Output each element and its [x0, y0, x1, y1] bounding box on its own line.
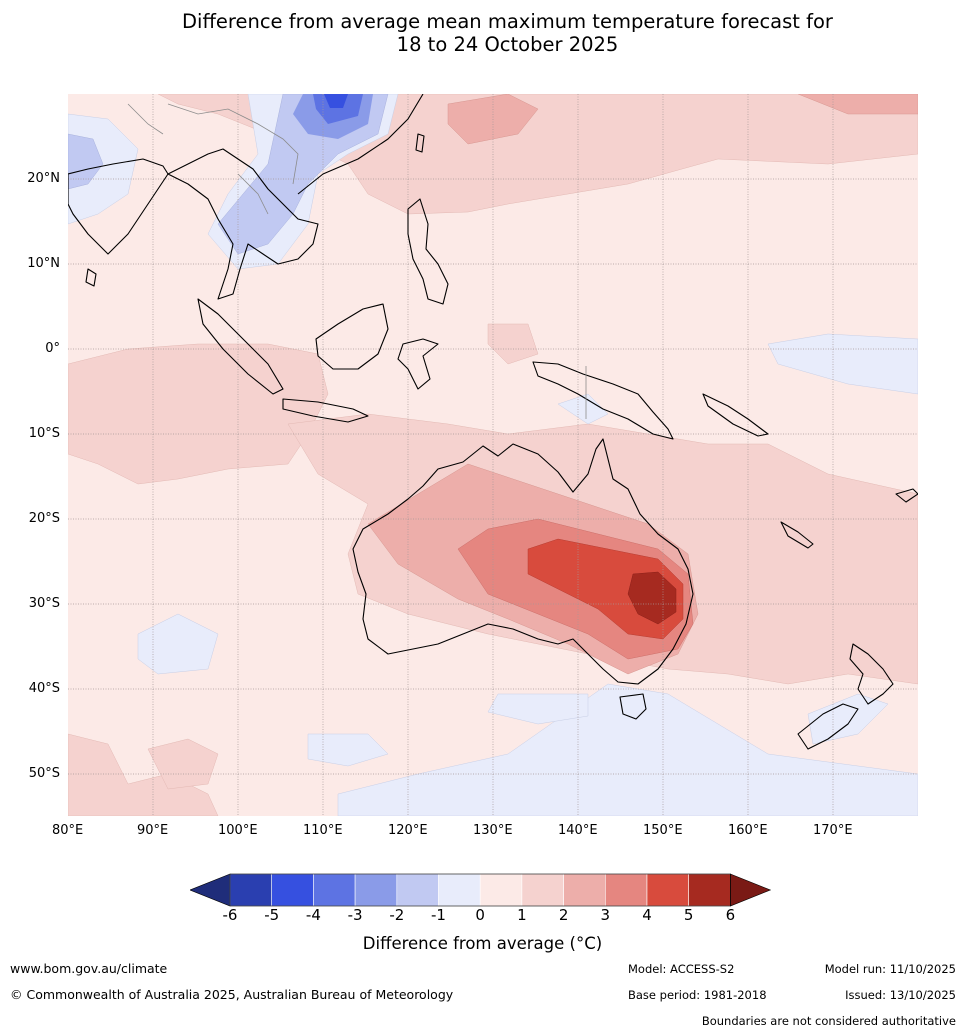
colorbar-tick-label: -6: [222, 906, 238, 924]
anomaly-cool-5-regions: [324, 94, 348, 108]
footer-copyright: © Commonwealth of Australia 2025, Austra…: [10, 987, 454, 1002]
anomaly-cool-4-regions: [313, 94, 363, 124]
sulawesi-coast: [397, 338, 439, 390]
colorbar-tick-label: 3: [600, 906, 611, 924]
lat-tick-50s: 50°S: [28, 766, 60, 781]
lon-tick-150e: 150°E: [643, 823, 683, 838]
colorbar-segment: [354, 873, 398, 907]
colorbar-tick-label: -1: [431, 906, 446, 924]
chart-title: Difference from average mean maximum tem…: [0, 10, 965, 56]
lon-tick-100e: 100°E: [218, 823, 258, 838]
fiji-coast: [895, 488, 918, 503]
lon-tick-110e: 110°E: [303, 823, 343, 838]
sri-lanka-coast: [85, 268, 97, 287]
colorbar-outline: [229, 873, 731, 907]
lat-tick-10n: 10°N: [27, 256, 60, 271]
lon-tick-140e: 140°E: [558, 823, 598, 838]
colorbar-segment: [313, 873, 356, 907]
colorbar-tick-label: -4: [305, 906, 321, 924]
lat-tick-20s: 20°S: [28, 511, 60, 526]
lat-tick-20n: 20°N: [27, 171, 60, 186]
lat-tick-0: 0°: [45, 341, 60, 356]
colorbar-segment: [479, 873, 523, 907]
anomaly-5-6-regions: [627, 571, 677, 625]
philippines-coast: [407, 198, 449, 305]
new-zealand-north: [849, 643, 894, 705]
colorbar-extend-high: [730, 873, 772, 907]
colorbar-tick-label: 1: [517, 906, 527, 924]
footer-issued: Issued: 13/10/2025: [845, 988, 956, 1002]
new-guinea-coast: [532, 361, 674, 440]
coastlines: [68, 94, 918, 750]
colorbar-tick-label: 4: [642, 906, 652, 924]
new-zealand-south: [797, 703, 859, 750]
colorbar-segment: [271, 873, 314, 907]
colorbar-segment: [438, 873, 481, 907]
colorbar-tick-label: 0: [475, 906, 485, 924]
lat-tick-40s: 40°S: [28, 681, 60, 696]
colorbar-segment: [563, 873, 606, 907]
lon-tick-130e: 130°E: [473, 823, 513, 838]
colorbar-extend-low: [190, 873, 231, 907]
title-line-1: Difference from average mean maximum tem…: [182, 10, 833, 33]
map-svg: [68, 94, 918, 816]
colorbar-segment: [604, 873, 648, 907]
colorbar-segment: [396, 873, 439, 907]
footer-website: www.bom.gov.au/climate: [10, 961, 168, 976]
lat-tick-30s: 30°S: [28, 596, 60, 611]
china-coast: [297, 94, 424, 195]
colorbar-segment: [646, 873, 690, 907]
colorbar-segment: [688, 873, 731, 907]
forecast-map: [68, 94, 918, 816]
colorbar-tick-label: -2: [389, 906, 405, 924]
borneo-coast: [315, 303, 389, 370]
sumatra-coast: [197, 298, 284, 395]
india-coast: [68, 158, 169, 255]
lon-tick-80e: 80°E: [52, 823, 84, 838]
colorbar-tick-label: -5: [264, 906, 280, 924]
colorbar-segment: [229, 873, 273, 907]
tasmania-coast: [619, 693, 647, 720]
lon-tick-120e: 120°E: [388, 823, 428, 838]
java-coast: [282, 398, 369, 423]
country-borders: [127, 103, 587, 419]
colorbar-segments: [190, 873, 772, 907]
new-caledonia-coast: [780, 521, 814, 549]
lat-tick-10s: 10°S: [28, 426, 60, 441]
colorbar-tick-label: 5: [683, 906, 694, 924]
title-line-2: 18 to 24 October 2025: [396, 33, 619, 56]
lon-tick-90e: 90°E: [137, 823, 169, 838]
australia-coast: [352, 438, 694, 685]
colorbar-tick-label: 2: [558, 906, 569, 924]
asia-coast: [167, 148, 319, 300]
colorbar-tick-label: 6: [725, 906, 736, 924]
gridlines: [68, 94, 918, 816]
footer-model: Model: ACCESS-S2: [628, 962, 735, 976]
lon-tick-160e: 160°E: [728, 823, 768, 838]
solomon-islands-coast: [702, 393, 769, 437]
colorbar-segment: [521, 873, 564, 907]
footer-model-run: Model run: 11/10/2025: [824, 962, 956, 976]
footer-base-period: Base period: 1981-2018: [628, 988, 767, 1002]
colorbar: [190, 873, 772, 907]
lon-tick-170e: 170°E: [813, 823, 853, 838]
colorbar-tick-label: -3: [347, 906, 363, 924]
taiwan-coast: [415, 133, 425, 153]
footer-disclaimer: Boundaries are not considered authoritat…: [701, 1014, 956, 1028]
colorbar-title: Difference from average (°C): [362, 934, 603, 953]
